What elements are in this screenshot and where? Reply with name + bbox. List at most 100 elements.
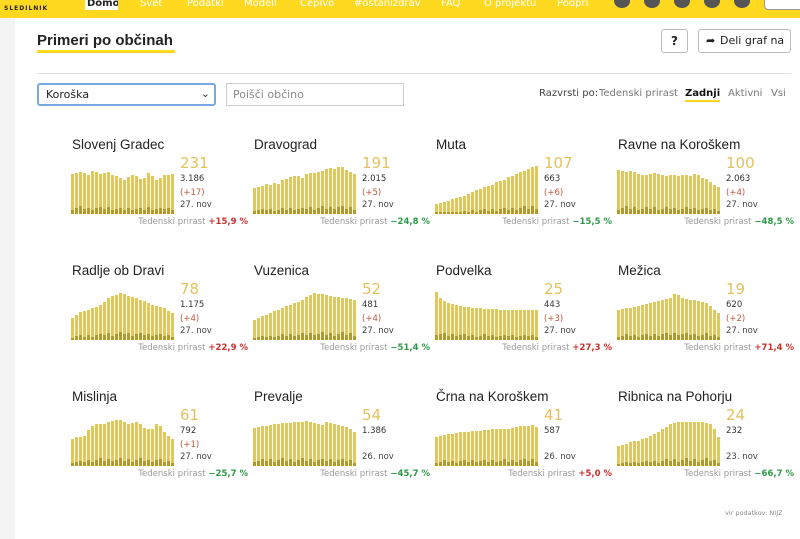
municipality-tile[interactable]: Prevalje 54 1.386 26. nov Tedenski prirast −4… [253,389,430,509]
site-logo[interactable]: SLEDILNIK [4,5,49,12]
sparkline-bar-recent [709,336,712,340]
municipality-tile[interactable]: Muta 107 663 (+6) 27. nov Tedenski prirast −15… [435,137,612,257]
municipality-tile[interactable]: Ribnica na Pohorju 24 232 23. nov Tedenski p… [617,389,794,509]
nav-ostanizdrav[interactable]: #ostanizdrav [354,0,421,9]
sparkline-bar [333,297,336,340]
help-button[interactable]: ? [661,29,688,53]
total-cases: 1.386 [362,426,387,436]
sparkline-bar-recent [681,334,684,340]
sparkline-bar-recent [447,212,450,214]
sparkline-bar-recent [353,463,356,466]
sparkline-bar [443,202,446,214]
municipality-tile[interactable]: Slovenj Gradec 231 3.186 (+17) 27. nov Tedens… [71,137,248,257]
weekly-growth: Tedenski prirast −24,8 % [320,217,430,227]
sparkline-bar-recent [519,208,522,214]
sort-option-weekly-growth[interactable]: Tedenski prirast [599,88,678,99]
municipality-tile[interactable]: Mislinja 61 792 (+1) 27. nov Tedenski prirast… [71,389,248,509]
sparkline-bar [95,307,98,340]
sparkline-bar [689,300,692,340]
sort-option-all[interactable]: Vsi [771,88,786,99]
sparkline-bar [261,426,264,466]
sparkline-bar [281,180,284,214]
nav-vaccine[interactable]: Cepivo [300,0,335,9]
sparkline-bar [527,426,530,466]
weekly-growth: Tedenski prirast −45,7 % [320,469,430,479]
sparkline-bar [693,422,696,466]
last-update-date: 27. nov [180,200,212,210]
sparkline-chart [253,421,356,466]
region-select[interactable]: Koroška ⌄ [37,83,216,106]
sparkline-bar [491,309,494,340]
sparkline-bar [277,424,280,466]
rss-icon[interactable] [674,0,690,8]
sort-option-active[interactable]: Aktivni [728,88,763,99]
sparkline-bar-recent [673,459,676,466]
facebook-icon[interactable] [614,0,630,8]
nav-models[interactable]: Modeli [244,0,277,9]
github-icon[interactable] [734,0,750,8]
sparkline-bar-recent [689,209,692,214]
sort-option-latest[interactable]: Zadnji [685,88,721,102]
municipality-tile[interactable]: Podvelka 25 443 (+3) 27. nov Tedenski prirast… [435,263,612,383]
last-update-date: 27. nov [362,326,394,336]
municipality-tile[interactable]: Vuzenica 52 481 (+4) 27. nov Tedenski prirast… [253,263,430,383]
share-button[interactable]: ➦ Deli graf na [698,29,791,53]
sparkline-bar [353,174,356,214]
sparkline-bar-recent [633,335,636,340]
sparkline-bar [439,436,442,466]
sparkline-bar-recent [515,337,518,340]
sparkline-bar-recent [511,335,514,340]
sparkline-bar [661,175,664,214]
sparkline-bar-recent [103,209,106,214]
sparkline-bar [467,432,470,466]
municipality-tile[interactable]: Dravograd 191 2.015 (+5) 27. nov Tedenski pri… [253,137,430,257]
nav-home[interactable]: Domov [85,0,118,10]
nav-about[interactable]: O projektu [484,0,537,9]
sparkline-bar-recent [483,460,486,466]
sparkline-bar-recent [507,462,510,466]
sparkline-bar [709,424,712,466]
sparkline-bar-recent [167,335,170,340]
sparkline-bar [697,422,700,466]
municipality-tile[interactable]: Radlje ob Dravi 78 1.175 (+4) 27. nov Tedensk… [71,263,248,383]
nav-data[interactable]: Podatki [187,0,224,9]
sparkline-bar [535,427,538,466]
sparkline-bar-recent [443,460,446,466]
sparkline-bar [253,188,256,214]
sparkline-bar-recent [281,334,284,340]
sparkline-bar-recent [459,461,462,466]
municipality-tile[interactable]: Mežica 19 620 (+2) 27. nov Tedenski prirast +7… [617,263,794,383]
language-selector[interactable] [764,0,800,10]
sparkline-bar [491,185,494,214]
active-cases: 61 [180,406,200,424]
sparkline-bar [135,422,138,466]
sparkline-bar [123,422,126,466]
sparkline-bar-recent [487,336,490,340]
sparkline-bar-recent [95,460,98,466]
sparkline-bar [637,306,640,340]
sparkline-bar [143,428,146,466]
nav-world[interactable]: Svet [140,0,163,9]
nav-faq[interactable]: FAQ [441,0,461,9]
sparkline-bar-recent [265,461,268,466]
twitter-icon[interactable] [644,0,660,8]
sparkline-bar-recent [123,210,126,214]
sparkline-bar [629,308,632,340]
municipality-tile[interactable]: Ravne na Koroškem 100 2.063 (+4) 27. nov Tede… [617,137,794,257]
sparkline-bar [167,175,170,214]
nav-support[interactable]: Podpri [557,0,589,9]
sparkline-bar-recent [617,464,620,466]
weekly-growth-value: +71,4 % [754,343,794,353]
sparkline-bar-recent [143,210,146,214]
sparkline-bar [127,424,130,466]
municipality-search-input[interactable] [226,83,404,106]
mail-icon[interactable] [704,0,720,8]
sparkline-bar-recent [439,462,442,466]
municipality-tile[interactable]: Črna na Koroškem 41 587 26. nov Tedenski pri… [435,389,612,509]
sparkline-bar-recent [301,333,304,340]
sparkline-bar [503,310,506,340]
active-cases: 107 [544,154,573,172]
sparkline-bar [71,174,74,214]
sparkline-bar [637,174,640,214]
sparkline-bar-recent [83,337,86,340]
